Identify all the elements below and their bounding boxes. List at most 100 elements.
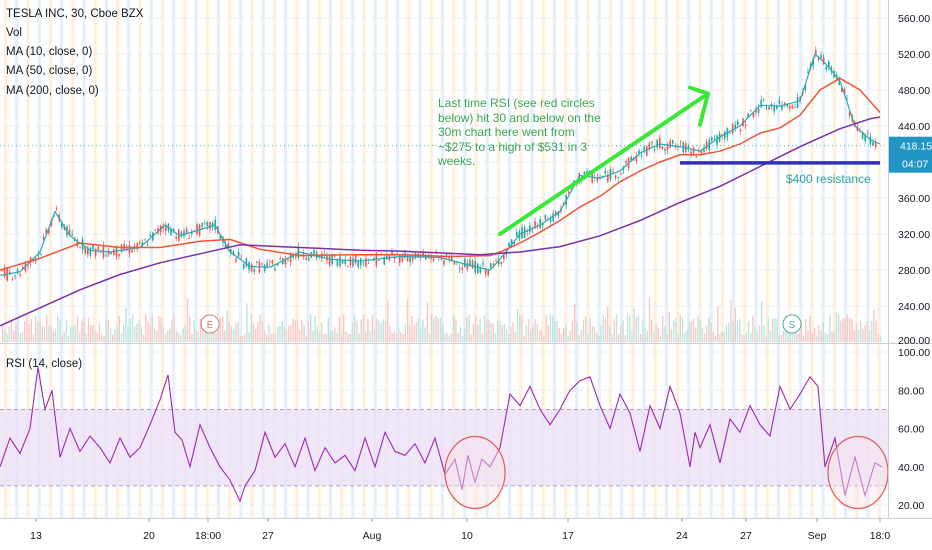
volume-bar [404, 324, 406, 342]
volume-bar [659, 335, 662, 342]
volume-bar [127, 326, 129, 342]
volume-bar [481, 333, 483, 342]
candle-body [555, 211, 557, 216]
volume-bar [585, 316, 587, 342]
candle-body [497, 259, 500, 265]
volume-bar [681, 317, 684, 342]
candle-body [230, 249, 232, 253]
time-tick-label: 27 [740, 530, 752, 542]
volume-bar [721, 331, 723, 342]
time-tick-label: Sep [808, 530, 827, 542]
candle-body [747, 113, 749, 119]
volume-bar [402, 333, 404, 342]
candle-body [365, 258, 367, 267]
volume-bar [118, 316, 120, 342]
volume-bar [61, 335, 63, 342]
rsi-title[interactable]: RSI (14, close) [6, 358, 83, 370]
candle-body [289, 254, 292, 263]
candle-body [466, 262, 469, 270]
volume-bar [631, 330, 633, 342]
volume-bar [688, 322, 690, 342]
candle-body [100, 251, 102, 253]
volume-bar [732, 321, 734, 342]
candle-body [495, 260, 497, 262]
volume-bar [294, 320, 296, 342]
volume-bar [41, 326, 43, 342]
session-stripe [407, 0, 411, 518]
price-tick-label: 280.00 [898, 265, 930, 277]
volume-bar [831, 331, 833, 342]
session-stripe [788, 0, 792, 518]
volume-bar [358, 333, 360, 342]
volume-bar [10, 321, 13, 342]
session-stripe [810, 0, 814, 518]
candle-body [729, 133, 731, 134]
volume-bar [446, 333, 448, 342]
candle-body [744, 124, 747, 127]
volume-bar [50, 326, 52, 342]
volume-bar [633, 308, 635, 342]
volume-bar [622, 320, 624, 342]
candle-body [120, 244, 123, 253]
symbol-title[interactable]: TESLA INC, 30, Cboe BZX [6, 8, 144, 20]
volume-bar [567, 335, 569, 342]
volume-bar [206, 328, 208, 342]
candle-body [401, 256, 404, 262]
rsi-plot [0, 367, 889, 510]
candle-body [391, 251, 393, 255]
volume-bar [417, 318, 420, 342]
candle-body [271, 260, 274, 264]
volume-bar [147, 321, 149, 342]
rsi-tick-label: 20.00 [898, 500, 924, 512]
time-tick-label: 18:0 [870, 530, 891, 542]
rsi-tick-label: 80.00 [898, 385, 924, 397]
legend-ma10[interactable]: MA (10, close, 0) [6, 46, 93, 58]
candle-body [224, 243, 227, 250]
session-stripe [250, 0, 254, 518]
volume-bar [761, 301, 763, 342]
volume-bar [129, 318, 131, 342]
legend-vol[interactable]: Vol [6, 27, 22, 39]
candle-body [360, 258, 362, 266]
volume-bar [686, 330, 688, 342]
volume-bar [620, 324, 622, 342]
volume-bar [171, 319, 173, 342]
candle-body [471, 260, 474, 269]
ma50-line [0, 77, 881, 271]
volume-bar [92, 325, 94, 342]
session-stripe [676, 0, 680, 518]
volume-bar [261, 321, 263, 342]
candle-body [165, 225, 167, 231]
volume-bar [94, 330, 96, 342]
candle-body [448, 256, 450, 259]
volume-bar [87, 317, 90, 342]
volume-bar [167, 330, 169, 342]
candle-body [612, 170, 614, 172]
volume-bar [338, 316, 340, 342]
volume-bar [525, 325, 527, 342]
volume-bar [712, 332, 714, 342]
candle-body [807, 71, 809, 73]
volume-bar [543, 335, 545, 342]
volume-bar [288, 325, 290, 342]
volume-bar [252, 323, 255, 342]
volume-bar [459, 327, 461, 342]
volume-bar [477, 324, 479, 342]
volume-bar [675, 318, 677, 342]
volume-bar [327, 317, 329, 342]
candle-body [53, 215, 55, 217]
candle-body [651, 141, 653, 144]
volume-bar [109, 328, 112, 342]
candle-body [79, 247, 81, 249]
candle-body [620, 173, 622, 175]
legend-ma50[interactable]: MA (50, close, 0) [6, 65, 93, 77]
volume-bar [43, 326, 46, 342]
candle-body [679, 141, 682, 143]
candle-body [492, 263, 495, 265]
time-tick-label: 24 [676, 530, 688, 542]
legend-ma200[interactable]: MA (200, close, 0) [6, 85, 99, 97]
session-stripe [631, 0, 635, 518]
volume-bar [6, 334, 8, 342]
candle-body [804, 84, 807, 90]
volume-bar [345, 331, 347, 342]
